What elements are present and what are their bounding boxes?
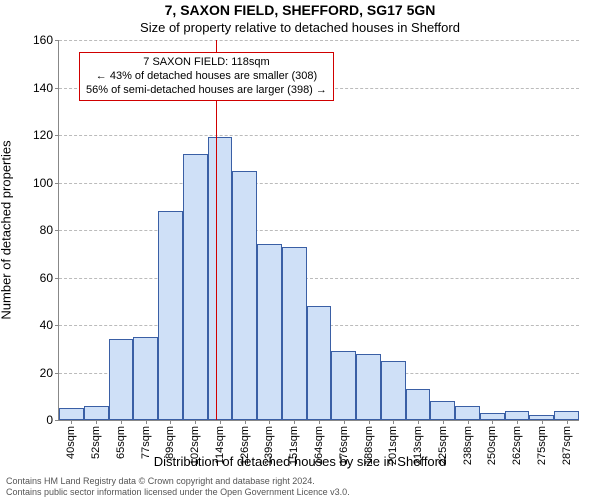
histogram-bar bbox=[84, 406, 109, 420]
y-tick-label: 20 bbox=[40, 366, 59, 380]
x-tick-mark bbox=[245, 420, 246, 424]
chart-title: 7, SAXON FIELD, SHEFFORD, SG17 5GN bbox=[0, 2, 600, 18]
x-tick-mark bbox=[319, 420, 320, 424]
x-tick-mark bbox=[369, 420, 370, 424]
x-axis-label: Distribution of detached houses by size … bbox=[0, 454, 600, 469]
y-tick-label: 140 bbox=[33, 81, 59, 95]
histogram-bar bbox=[455, 406, 480, 420]
histogram-bar bbox=[232, 171, 257, 420]
histogram-bar bbox=[257, 244, 282, 420]
copyright-line2: Contains public sector information licen… bbox=[6, 487, 350, 498]
x-tick-mark bbox=[220, 420, 221, 424]
y-tick-label: 0 bbox=[46, 413, 59, 427]
callout-line1: 7 SAXON FIELD: 118sqm bbox=[86, 56, 327, 70]
x-tick-mark bbox=[567, 420, 568, 424]
histogram-bar bbox=[133, 337, 158, 420]
x-tick-mark bbox=[170, 420, 171, 424]
histogram-bar bbox=[529, 415, 554, 420]
x-tick-mark bbox=[71, 420, 72, 424]
x-tick-mark bbox=[393, 420, 394, 424]
histogram-bar bbox=[158, 211, 183, 420]
x-tick-mark bbox=[443, 420, 444, 424]
x-tick-mark bbox=[96, 420, 97, 424]
callout-line2: ← 43% of detached houses are smaller (30… bbox=[86, 70, 327, 84]
y-tick-label: 120 bbox=[33, 128, 59, 142]
x-tick-mark bbox=[121, 420, 122, 424]
chart-subtitle: Size of property relative to detached ho… bbox=[0, 20, 600, 35]
y-tick-label: 60 bbox=[40, 271, 59, 285]
x-tick-mark bbox=[344, 420, 345, 424]
y-tick-label: 160 bbox=[33, 33, 59, 47]
copyright-line1: Contains HM Land Registry data © Crown c… bbox=[6, 476, 350, 487]
histogram-bar bbox=[381, 361, 406, 420]
histogram-bar bbox=[480, 413, 505, 420]
histogram-bar bbox=[59, 408, 84, 420]
callout-box: 7 SAXON FIELD: 118sqm← 43% of detached h… bbox=[79, 52, 334, 101]
chart-container: 7, SAXON FIELD, SHEFFORD, SG17 5GN Size … bbox=[0, 0, 600, 500]
histogram-bar bbox=[430, 401, 455, 420]
histogram-bar bbox=[331, 351, 356, 420]
histogram-bar bbox=[554, 411, 579, 421]
x-tick-mark bbox=[146, 420, 147, 424]
histogram-bar bbox=[208, 137, 233, 420]
x-tick-mark bbox=[517, 420, 518, 424]
y-tick-label: 40 bbox=[40, 318, 59, 332]
x-tick-mark bbox=[195, 420, 196, 424]
x-tick-mark bbox=[468, 420, 469, 424]
x-tick-mark bbox=[492, 420, 493, 424]
histogram-bar bbox=[406, 389, 431, 420]
histogram-bar bbox=[356, 354, 381, 421]
histogram-bar bbox=[282, 247, 307, 420]
histogram-bar bbox=[307, 306, 332, 420]
x-tick-mark bbox=[269, 420, 270, 424]
x-tick-mark bbox=[294, 420, 295, 424]
y-tick-label: 100 bbox=[33, 176, 59, 190]
histogram-bar bbox=[109, 339, 134, 420]
y-tick-label: 80 bbox=[40, 223, 59, 237]
histogram-bar bbox=[183, 154, 208, 420]
copyright-text: Contains HM Land Registry data © Crown c… bbox=[6, 476, 350, 498]
y-axis-label: Number of detached properties bbox=[0, 140, 14, 319]
x-tick-mark bbox=[542, 420, 543, 424]
callout-line3: 56% of semi-detached houses are larger (… bbox=[86, 84, 327, 98]
histogram-bar bbox=[505, 411, 530, 421]
plot-area: 02040608010012014016040sqm52sqm65sqm77sq… bbox=[58, 40, 579, 421]
x-tick-mark bbox=[418, 420, 419, 424]
